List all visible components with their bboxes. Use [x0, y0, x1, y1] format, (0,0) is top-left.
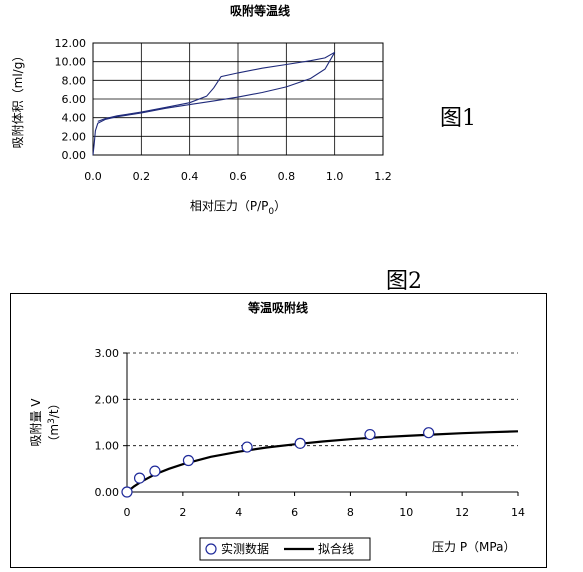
figure-label-2: 图2: [386, 269, 422, 294]
chart1-y-tick-label: 12.00: [55, 37, 87, 50]
chart2-data-point: [121, 486, 133, 498]
chart2-legend-marker-data: [205, 543, 217, 555]
chart2-y-axis-unit: （m3/t）: [47, 397, 61, 447]
chart2-legend-label-fit: 拟合线: [318, 541, 354, 556]
chart1-y-axis-label: 吸附体积（ml/g）: [11, 50, 25, 149]
chart1-series-line-2: [97, 51, 335, 122]
chart1-x-tick-label: 1.0: [326, 170, 344, 183]
chart2-panel: [10, 293, 547, 568]
chart2-x-tick-label: 14: [511, 506, 525, 519]
chart2-x-tick-label: 8: [347, 506, 354, 519]
chart1-y-tick-label: 2.00: [62, 130, 87, 143]
chart1-svg: 0.00 2.00 4.00 6.00 8.00 10.00 12.00 0.0 0.2 0.4 0…: [11, 37, 392, 217]
chart2-x-tick-label: 4: [235, 506, 242, 519]
chart2-data-point: [423, 427, 435, 439]
chart2-y-tick-label: 3.00: [95, 347, 120, 360]
chart1-y-tick-label: 8.00: [62, 74, 87, 87]
chart1-series-line-1: [92, 52, 336, 156]
chart2-title: 等温吸附线: [247, 300, 308, 315]
chart1-x-tick-label: 0.2: [133, 170, 151, 183]
chart1-y-tick-label: 6.00: [62, 93, 87, 106]
chart2-y-tick-label: 1.00: [95, 440, 120, 453]
chart2-data-point: [364, 428, 376, 441]
chart1-title: 吸附等温线: [229, 4, 290, 18]
chart2-y-tick-label: 2.00: [95, 393, 120, 406]
chart2-x-tick-label: 2: [179, 506, 186, 519]
chart2-legend-label-data: 实测数据: [221, 541, 269, 556]
chart2-x-tick-label: 12: [455, 506, 469, 519]
chart2-y-axis-label: 吸附量 V: [29, 398, 43, 447]
chart1-y-tick-label: 0.00: [62, 149, 87, 162]
chart2-data-point: [241, 441, 253, 453]
chart1-x-tick-label: 0.0: [84, 170, 102, 183]
figure-label-1: 图1: [440, 106, 476, 131]
chart1-x-axis-label: 相对压力（P/P0）: [190, 199, 286, 217]
chart1-y-tick-label: 4.00: [62, 112, 87, 125]
chart2-x-tick-label: 0: [124, 506, 131, 519]
chart2-data-point: [294, 437, 306, 449]
chart2-y-tick-label: 0.00: [95, 486, 120, 499]
chart2-data-point: [182, 454, 195, 467]
chart2-x-tick-label: 6: [291, 506, 298, 519]
chart1-y-tick-label: 10.00: [55, 56, 87, 69]
chart1-x-tick-label: 1.2: [374, 170, 392, 183]
chart2-data-point: [149, 465, 161, 477]
chart2-x-axis-label: 压力 P（MPa）: [432, 540, 515, 554]
chart2-data-point: [133, 472, 146, 484]
chart2-x-tick-label: 10: [399, 506, 413, 519]
chart1-x-tick-label: 0.8: [278, 170, 296, 183]
chart1-x-tick-label: 0.6: [229, 170, 247, 183]
chart1-x-tick-label: 0.4: [181, 170, 199, 183]
